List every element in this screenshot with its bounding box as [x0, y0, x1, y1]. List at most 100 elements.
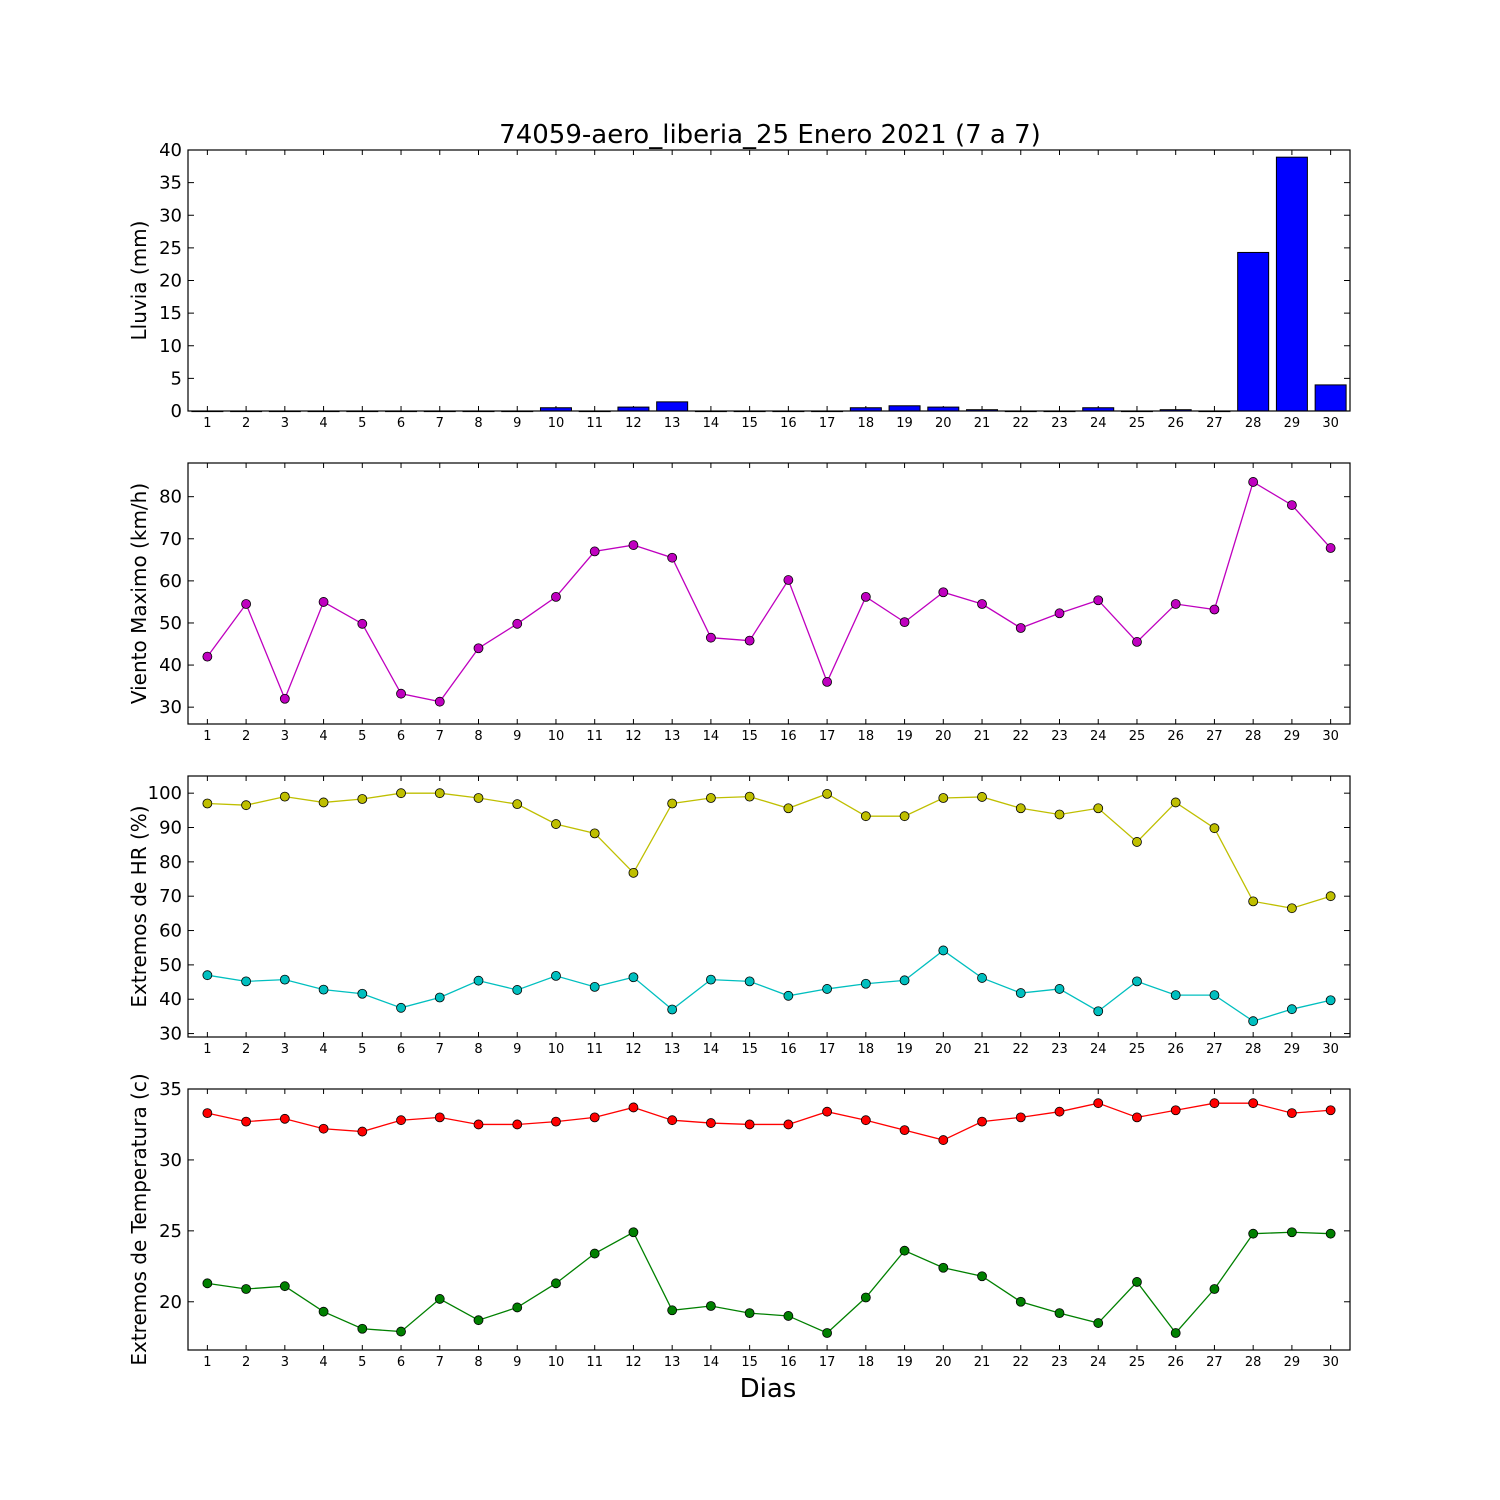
data-point — [1325, 891, 1336, 902]
xtick-label: 2 — [242, 729, 250, 744]
data-point — [551, 970, 561, 981]
data-point — [899, 975, 910, 986]
ytick-label: 25 — [159, 1221, 182, 1242]
data-point — [1093, 803, 1104, 814]
data-point — [977, 1271, 987, 1282]
data-point — [783, 1311, 794, 1321]
data-point — [667, 1115, 678, 1126]
data-point — [938, 793, 949, 803]
data-point — [1170, 1328, 1181, 1338]
bar — [888, 405, 921, 412]
data-point — [202, 798, 213, 809]
data-point — [1093, 1318, 1104, 1328]
data-point — [899, 1245, 910, 1256]
xtick-label: 22 — [1012, 416, 1029, 431]
data-point — [241, 800, 252, 811]
data-point — [1325, 995, 1336, 1006]
data-point — [551, 1278, 561, 1289]
xtick-label: 8 — [474, 1355, 482, 1370]
xtick-label: 24 — [1090, 1355, 1107, 1370]
data-point — [1209, 823, 1220, 834]
ytick-label: 35 — [159, 173, 182, 194]
data-point — [899, 617, 910, 628]
data-point — [1015, 803, 1026, 814]
data-point — [279, 1281, 290, 1292]
xtick-label: 30 — [1322, 1042, 1339, 1057]
plot-frame — [187, 1088, 1351, 1351]
xtick-label: 25 — [1129, 416, 1146, 431]
data-point — [1170, 797, 1181, 808]
data-point — [706, 974, 716, 985]
xtick-label: 5 — [358, 1355, 366, 1370]
data-point — [241, 1284, 252, 1294]
data-point — [706, 1118, 716, 1128]
xtick-label: 24 — [1090, 729, 1107, 744]
data-point — [279, 974, 290, 985]
ytick-label: 10 — [159, 336, 182, 357]
data-point — [357, 1323, 368, 1334]
data-point — [1132, 976, 1142, 987]
ytick-label: 35 — [159, 1079, 182, 1100]
ytick-label: 40 — [159, 989, 182, 1010]
xtick-label: 21 — [974, 729, 991, 744]
bar — [1314, 384, 1347, 412]
data-point — [512, 1302, 523, 1313]
xtick-label: 22 — [1012, 729, 1029, 744]
xtick-label: 29 — [1284, 1355, 1301, 1370]
xtick-label: 6 — [397, 416, 405, 431]
xtick-label: 25 — [1129, 1042, 1146, 1057]
data-point — [1209, 1098, 1220, 1109]
data-point — [822, 1328, 832, 1338]
xtick-label: 23 — [1051, 729, 1068, 744]
xtick-label: 22 — [1012, 1042, 1029, 1057]
data-point — [744, 1119, 755, 1130]
x-axis-label: Dias — [740, 1374, 797, 1404]
xtick-label: 26 — [1167, 1042, 1184, 1057]
data-point — [318, 797, 329, 808]
data-point — [1132, 1112, 1142, 1123]
data-point — [1132, 637, 1142, 647]
data-point — [434, 1294, 445, 1304]
data-point — [628, 972, 639, 983]
data-point — [473, 975, 484, 986]
xtick-label: 9 — [513, 1355, 521, 1370]
xtick-label: 19 — [896, 1042, 913, 1057]
xtick-label: 15 — [741, 729, 758, 744]
xtick-label: 20 — [935, 416, 952, 431]
data-point — [667, 552, 678, 563]
data-point — [589, 981, 600, 992]
data-point — [938, 587, 949, 598]
xtick-label: 14 — [703, 1042, 720, 1057]
ytick-label: 30 — [159, 1024, 182, 1045]
data-point — [434, 696, 445, 707]
chart-title: 74059-aero_liberia_25 Enero 2021 (7 a 7) — [499, 120, 1041, 150]
xtick-label: 20 — [935, 1355, 952, 1370]
xtick-label: 12 — [625, 1355, 642, 1370]
data-point — [396, 1002, 406, 1013]
xtick-label: 14 — [703, 416, 720, 431]
data-point — [357, 618, 368, 629]
ytick-label: 50 — [159, 613, 182, 634]
xtick-label: 6 — [397, 1355, 405, 1370]
data-point — [783, 803, 794, 814]
data-point — [551, 591, 561, 602]
data-point — [744, 976, 755, 987]
data-point — [1054, 1308, 1065, 1319]
y-axis-label: Extremos de HR (%) — [127, 805, 151, 1007]
data-point — [551, 1116, 561, 1127]
data-point — [202, 651, 213, 662]
plot-frame — [187, 462, 1351, 725]
data-point — [744, 1308, 755, 1319]
xtick-label: 26 — [1167, 729, 1184, 744]
xtick-label: 27 — [1206, 729, 1223, 744]
data-point — [551, 819, 561, 829]
ytick-label: 100 — [148, 783, 182, 804]
xtick-label: 10 — [548, 729, 565, 744]
data-point — [706, 793, 716, 803]
xtick-label: 10 — [548, 416, 565, 431]
xtick-label: 1 — [203, 729, 211, 744]
ytick-label: 30 — [159, 697, 182, 718]
xtick-label: 20 — [935, 729, 952, 744]
data-point — [357, 1126, 368, 1137]
